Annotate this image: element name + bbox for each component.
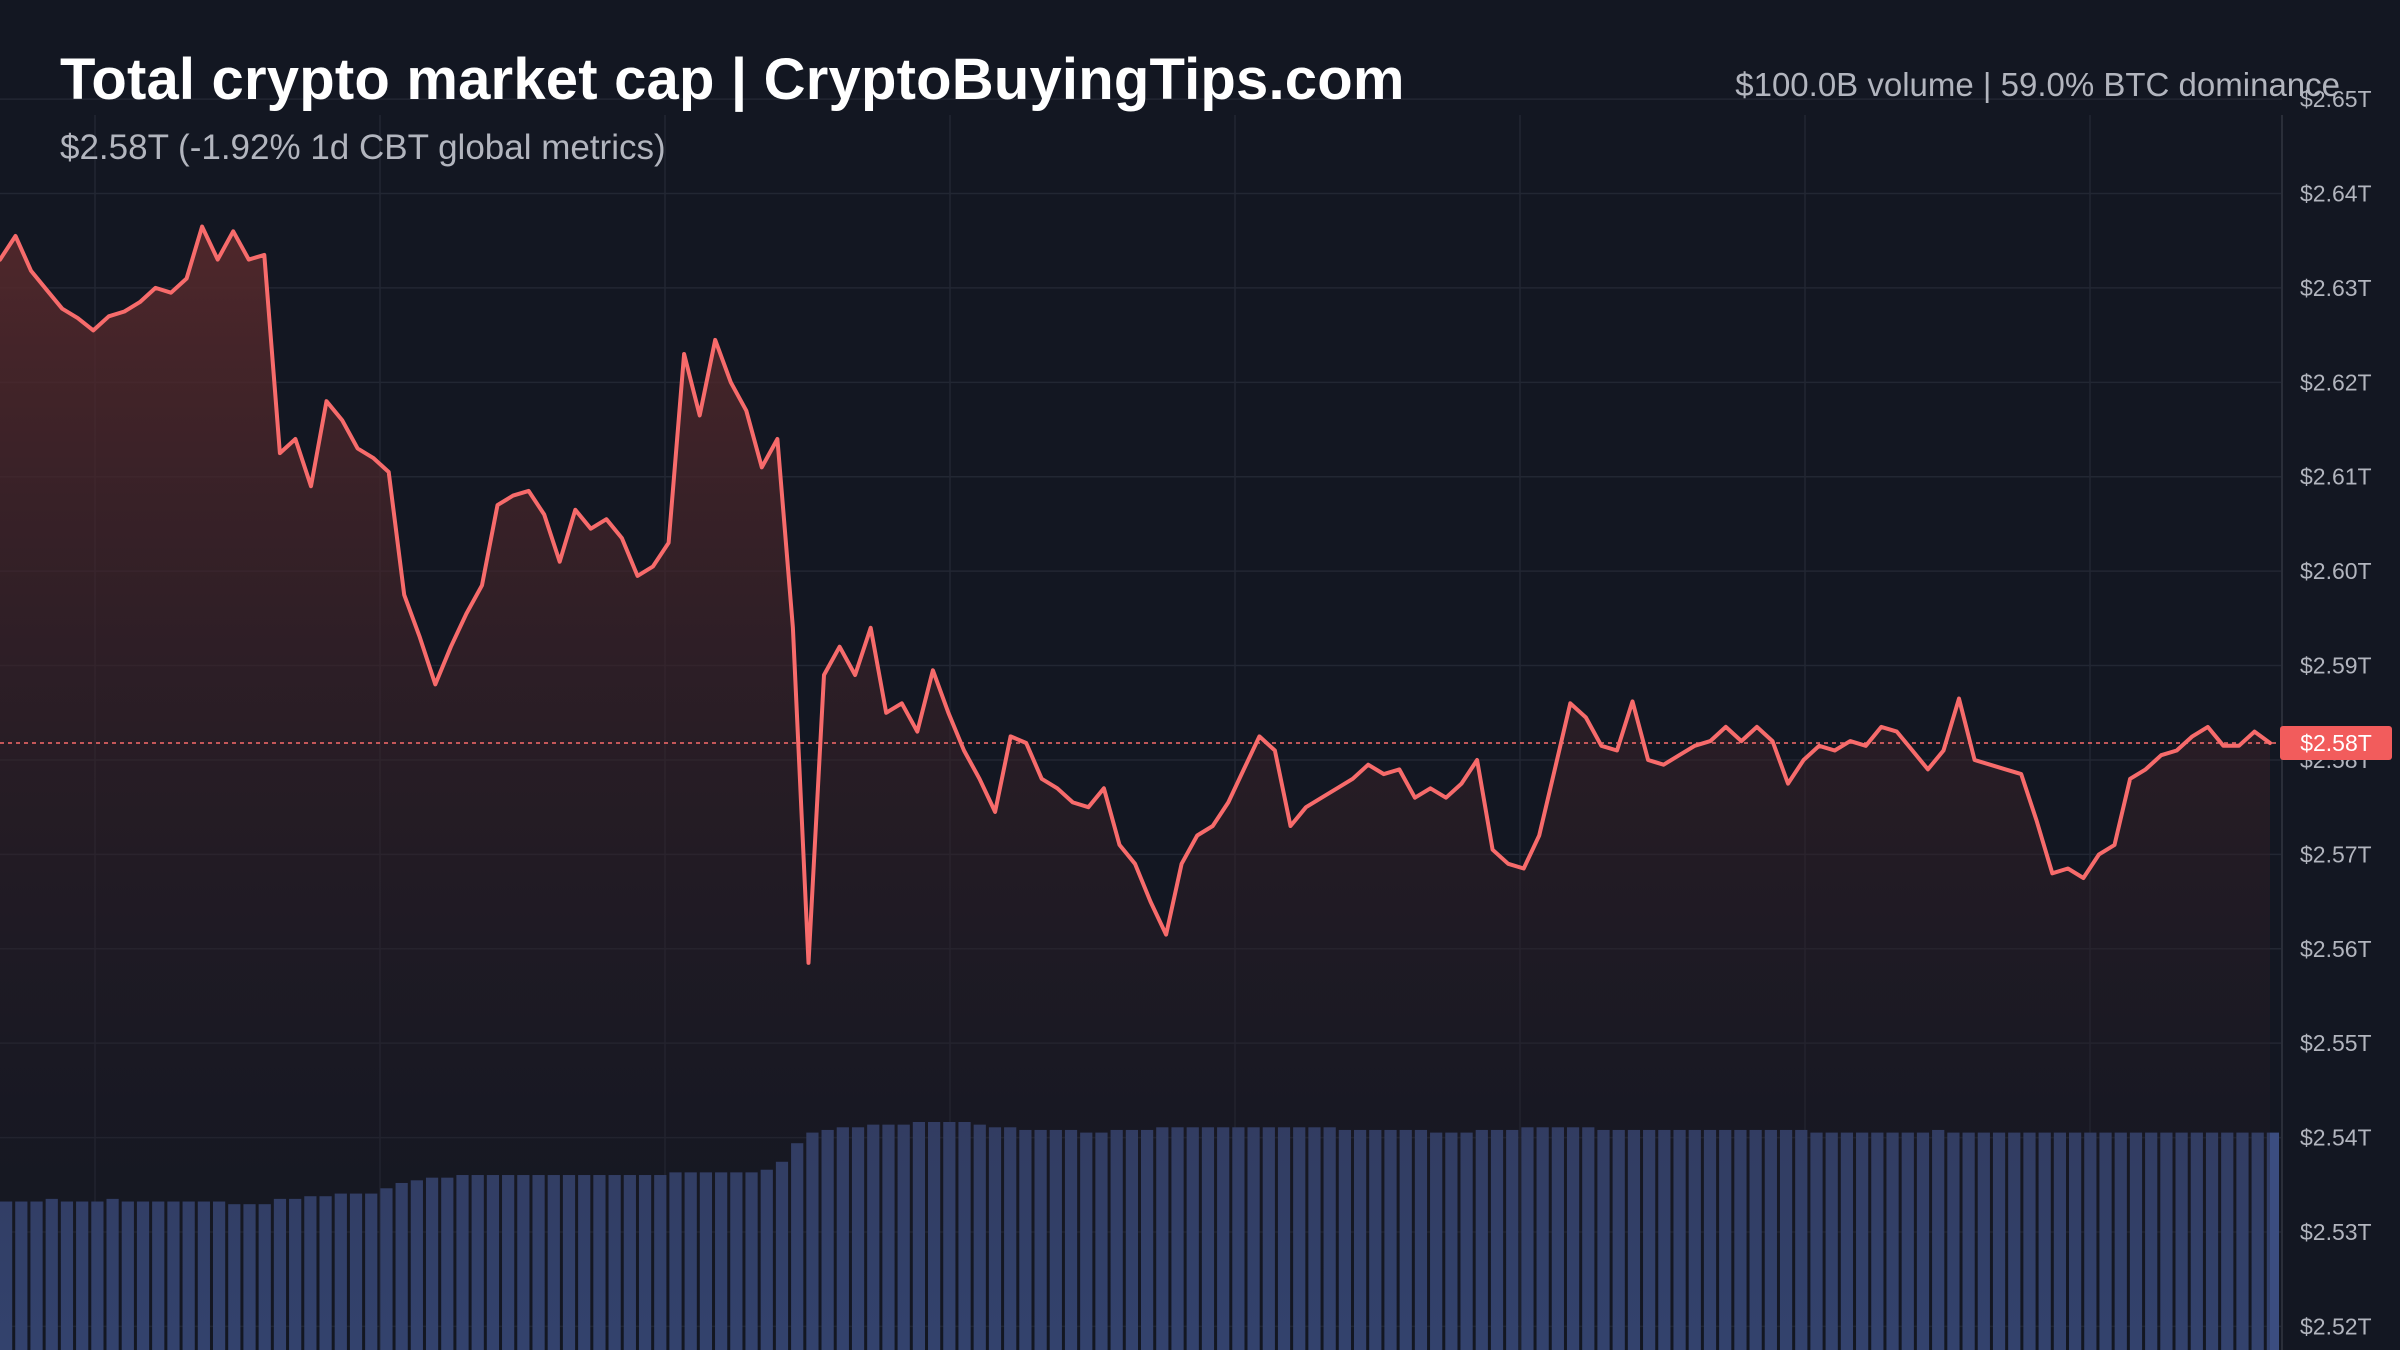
y-tick-label: $2.63T [2300, 275, 2372, 301]
market-cap-area [0, 226, 2270, 1350]
y-tick-label: $2.61T [2300, 464, 2372, 490]
current-price-tag: $2.58T [2280, 726, 2392, 760]
y-tick-label: $2.55T [2300, 1030, 2372, 1056]
y-axis-labels: $2.65T $2.64T $2.63T $2.62T $2.61T $2.60T $2.5… [2300, 86, 2372, 1339]
current-price-tag-background [2280, 726, 2392, 760]
y-tick-label: $2.54T [2300, 1125, 2372, 1151]
y-tick-label: $2.59T [2300, 653, 2372, 679]
y-tick-label: $2.52T [2300, 1313, 2372, 1339]
market-cap-line [0, 224, 2272, 965]
y-tick-label: $2.62T [2300, 369, 2372, 395]
y-tick-label: $2.64T [2300, 181, 2372, 207]
y-tick-label: $2.57T [2300, 841, 2372, 867]
y-tick-label: $2.65T [2300, 86, 2372, 112]
current-price-label: $2.58T [2300, 730, 2372, 756]
y-tick-label: $2.56T [2300, 936, 2372, 962]
page-title: Total crypto market cap | CryptoBuyingTi… [60, 47, 1405, 112]
market-stats: $100.0B volume | 59.0% BTC dominance [1735, 66, 2340, 103]
y-tick-label: $2.60T [2300, 558, 2372, 584]
page-subtitle: $2.58T (-1.92% 1d CBT global metrics) [60, 128, 666, 167]
y-tick-label: $2.53T [2300, 1219, 2372, 1245]
